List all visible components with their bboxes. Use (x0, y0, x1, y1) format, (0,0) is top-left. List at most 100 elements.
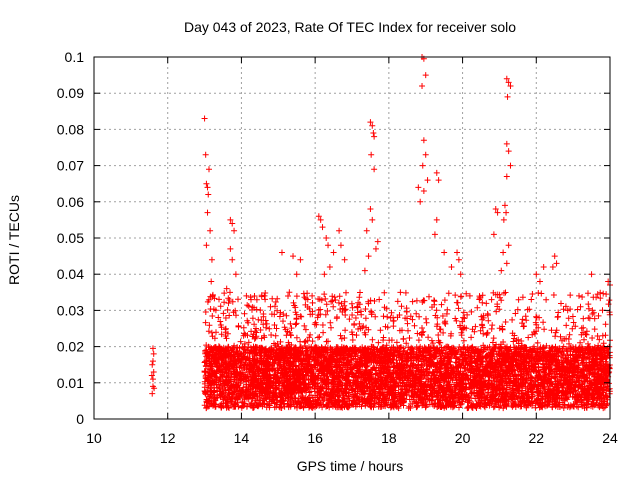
data-point (501, 202, 508, 209)
data-point (232, 271, 239, 278)
y-axis-ticks: 0 0.01 0.02 0.03 0.04 0.05 0.06 0.07 0.08 0.09 0.1 (57, 49, 610, 427)
data-point (553, 260, 560, 267)
data-point (500, 216, 507, 223)
data-point (369, 122, 376, 129)
data-point (490, 231, 497, 238)
x-axis-ticks: 10 12 14 16 18 20 22 24 (86, 57, 618, 446)
data-point (203, 242, 210, 249)
data-point (372, 245, 379, 252)
data-point (336, 227, 343, 234)
data-point (417, 198, 424, 205)
x-tick-label: 20 (455, 430, 471, 446)
data-point (503, 260, 510, 267)
data-point (149, 361, 156, 368)
y-axis-label: ROTI / TECUs (6, 195, 22, 285)
data-point (227, 216, 234, 223)
data-point (205, 166, 212, 173)
y-tick-label: 0.07 (57, 158, 84, 174)
x-tick-label: 18 (381, 430, 397, 446)
data-point (317, 216, 324, 223)
data-point (369, 216, 376, 223)
data-point (227, 245, 234, 252)
y-tick-label: 0.04 (57, 266, 84, 282)
data-point (419, 82, 426, 89)
data-point (503, 173, 510, 180)
data-point (203, 180, 210, 187)
x-tick-label: 14 (234, 430, 250, 446)
data-point (368, 151, 375, 158)
data-point (505, 148, 512, 155)
data-point (149, 376, 156, 383)
data-point (363, 227, 370, 234)
data-point (551, 253, 558, 260)
y-tick-label: 0.02 (57, 339, 84, 355)
y-tick-label: 0.01 (57, 375, 84, 391)
data-point (433, 169, 440, 176)
data-point (371, 133, 378, 140)
data-point (455, 256, 462, 263)
data-point (325, 242, 332, 249)
y-tick-label: 0.03 (57, 302, 84, 318)
data-point (507, 162, 514, 169)
data-point (337, 242, 344, 249)
data-point (422, 72, 429, 79)
data-point (319, 224, 326, 231)
data-point (420, 137, 427, 144)
data-point (435, 177, 442, 184)
data-point (204, 209, 211, 216)
data-point (229, 220, 236, 227)
data-point (448, 263, 455, 270)
x-tick-label: 16 (307, 430, 323, 446)
data-point (422, 151, 429, 158)
data-point (207, 227, 214, 234)
data-point (201, 115, 208, 122)
data-point (286, 289, 293, 296)
data-point (149, 358, 156, 365)
data-point (151, 385, 158, 392)
data-point (371, 166, 378, 173)
data-point (321, 271, 328, 278)
data-point (504, 93, 511, 100)
data-point (208, 256, 215, 263)
data-point (507, 82, 514, 89)
data-point (297, 256, 304, 263)
data-point (374, 238, 381, 245)
data-point (205, 191, 212, 198)
data-point (419, 162, 426, 169)
data-point (315, 213, 322, 220)
data-point (323, 235, 330, 241)
data-point (370, 130, 377, 137)
data-point (505, 242, 512, 249)
data-point (204, 184, 211, 191)
data-point (209, 292, 216, 299)
data-point (326, 263, 333, 270)
data-points (148, 54, 613, 412)
y-tick-label: 0.08 (57, 121, 84, 137)
data-point (148, 372, 155, 379)
data-point (341, 256, 348, 263)
data-point (208, 278, 215, 285)
data-point (149, 345, 156, 352)
data-point (223, 285, 230, 292)
y-tick-label: 0.06 (57, 194, 84, 210)
data-point (424, 177, 431, 184)
chart-title: Day 043 of 2023, Rate Of TEC Index for r… (184, 19, 516, 35)
data-point (150, 350, 157, 357)
x-axis-label: GPS time / hours (297, 458, 404, 474)
data-point (231, 227, 238, 234)
data-point (365, 253, 372, 260)
data-point (494, 209, 501, 216)
data-point (454, 249, 461, 256)
data-point (505, 79, 512, 86)
data-point (492, 206, 499, 213)
data-point (536, 278, 543, 285)
data-point (290, 253, 297, 260)
data-point (150, 368, 157, 375)
data-point (498, 267, 505, 274)
data-point (278, 249, 285, 256)
data-point (503, 209, 510, 216)
data-point (149, 390, 156, 397)
data-point (503, 75, 510, 82)
